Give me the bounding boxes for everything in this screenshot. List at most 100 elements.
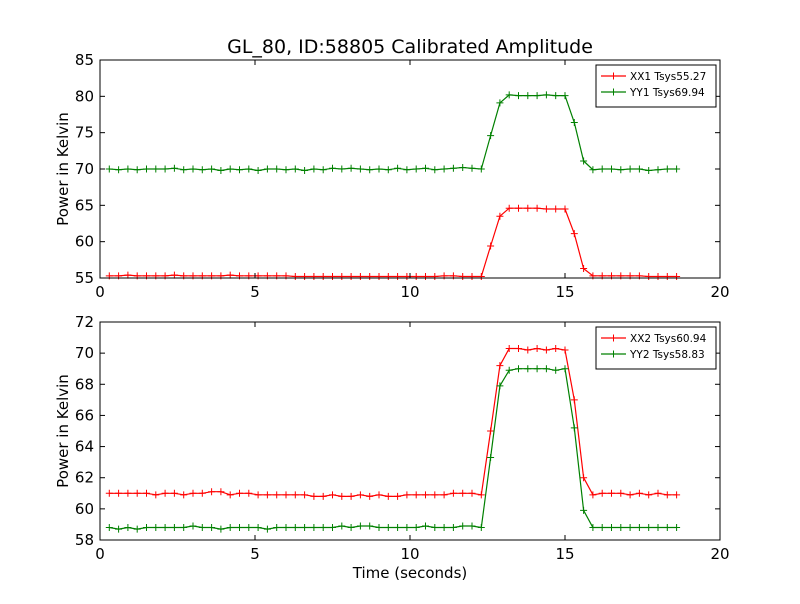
y-tick-label: 85 — [75, 51, 94, 69]
data-point — [617, 489, 625, 497]
data-point — [394, 524, 402, 532]
data-point — [124, 489, 132, 497]
data-point — [282, 166, 290, 174]
data-point — [105, 489, 113, 497]
data-point — [301, 273, 309, 281]
x-tick-label: 20 — [710, 545, 729, 563]
y-tick-label: 64 — [75, 438, 94, 456]
legend-label: XX1 Tsys55.27 — [630, 71, 706, 83]
data-point — [226, 271, 234, 279]
data-point — [570, 230, 578, 238]
data-point — [561, 365, 569, 373]
legend-marker — [610, 88, 617, 96]
data-point — [217, 525, 225, 533]
data-point — [598, 165, 606, 173]
data-point — [608, 524, 615, 532]
data-point — [273, 524, 281, 532]
data-point — [487, 242, 495, 250]
x-tick-label: 20 — [710, 283, 729, 301]
data-point — [477, 273, 485, 281]
data-point — [673, 524, 681, 532]
data-point — [115, 166, 123, 174]
data-point — [496, 382, 504, 390]
y-tick-label: 65 — [75, 196, 94, 214]
data-point — [180, 524, 188, 532]
data-point — [338, 273, 346, 281]
data-point — [533, 92, 541, 100]
data-point — [459, 522, 467, 530]
data-point — [105, 524, 113, 532]
data-point — [236, 524, 243, 532]
data-point — [542, 91, 550, 99]
data-point — [412, 524, 420, 532]
data-point — [208, 524, 216, 532]
y-axis-label: Power in Kelvin — [54, 374, 72, 488]
data-point — [515, 344, 522, 352]
data-point — [487, 132, 495, 140]
data-point — [384, 166, 392, 174]
data-point — [254, 166, 262, 174]
data-point — [626, 524, 634, 532]
data-point — [580, 265, 588, 273]
data-point — [552, 205, 560, 213]
data-point — [477, 165, 485, 173]
data-point — [366, 166, 374, 174]
data-point — [403, 491, 411, 499]
data-point — [598, 524, 606, 532]
data-point — [403, 524, 411, 532]
data-point — [310, 165, 318, 173]
data-point — [496, 99, 504, 107]
data-point — [617, 166, 625, 174]
data-point — [301, 491, 309, 499]
data-point — [384, 273, 392, 281]
y-tick-label: 75 — [75, 124, 94, 142]
legend-label: XX2 Tsys60.94 — [630, 333, 707, 345]
data-point — [449, 489, 457, 497]
data-point — [477, 524, 485, 532]
data-point — [282, 524, 290, 532]
data-point — [384, 492, 392, 500]
data-point — [626, 491, 634, 499]
data-point — [189, 522, 197, 530]
data-point — [589, 166, 597, 174]
data-point — [496, 362, 504, 370]
data-point — [561, 205, 569, 213]
data-point — [422, 164, 429, 172]
data-point — [524, 346, 532, 354]
data-point — [468, 164, 476, 172]
data-point — [198, 524, 206, 532]
data-point — [468, 489, 476, 497]
x-tick-label: 15 — [555, 545, 574, 563]
data-point — [654, 273, 662, 281]
data-point — [635, 524, 643, 532]
data-point — [124, 165, 132, 173]
data-point — [198, 166, 206, 174]
data-point — [403, 273, 411, 281]
data-point — [189, 165, 197, 173]
data-point — [440, 165, 448, 173]
data-point — [133, 489, 141, 497]
y-tick-label: 72 — [75, 313, 94, 331]
data-point — [170, 164, 178, 172]
data-point — [459, 164, 467, 172]
data-point — [617, 524, 625, 532]
data-point — [347, 164, 355, 172]
data-point — [422, 522, 429, 530]
data-point — [673, 273, 681, 281]
data-point — [329, 524, 336, 532]
data-point — [347, 492, 355, 500]
data-point — [533, 204, 541, 212]
data-point — [570, 396, 578, 404]
data-point — [273, 165, 281, 173]
data-point — [505, 91, 513, 99]
data-point — [431, 524, 439, 532]
data-point — [626, 165, 634, 173]
data-point — [319, 166, 327, 174]
data-point — [645, 166, 653, 174]
data-point — [310, 524, 318, 532]
data-point — [394, 273, 402, 281]
y-tick-label: 80 — [75, 87, 94, 105]
data-point — [133, 525, 141, 533]
